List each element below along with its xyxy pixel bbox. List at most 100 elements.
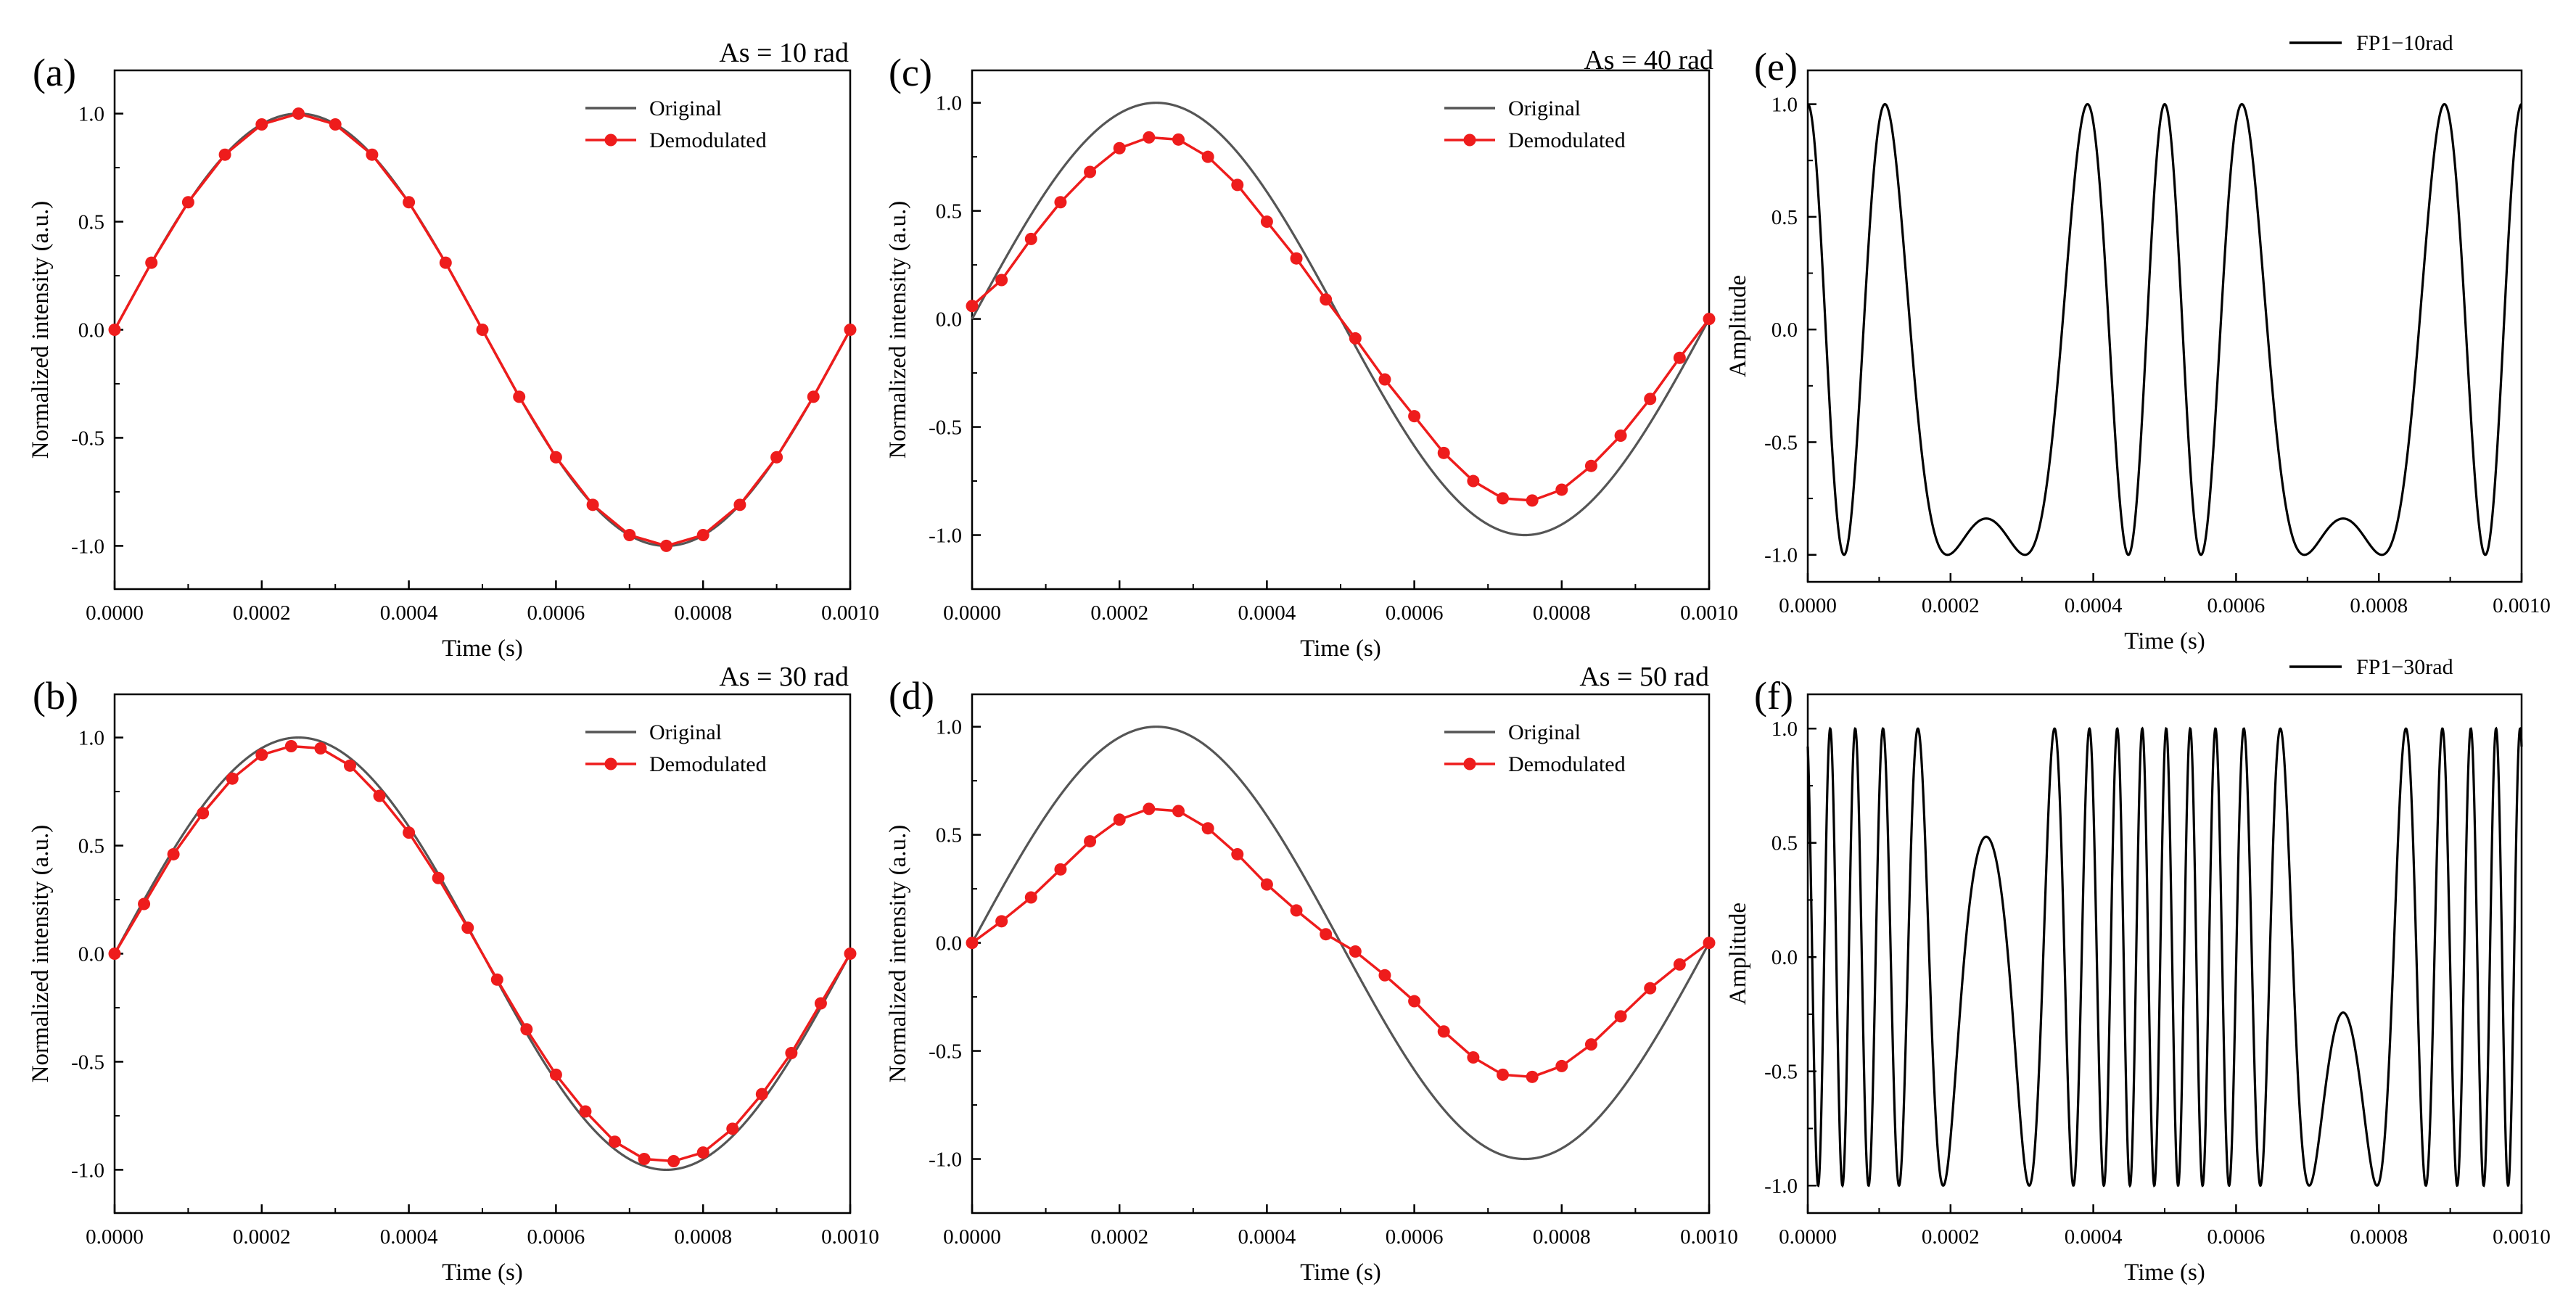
y-tick-label: 0.5 [1771,832,1798,855]
data-point [549,1068,562,1081]
data-point [513,390,526,403]
data-point [1644,982,1657,995]
data-point [197,807,210,820]
data-point [284,740,297,752]
x-tick-label: 0.0006 [2207,1225,2266,1249]
y-tick-label: 0.5 [1771,206,1798,229]
data-point [520,1023,533,1036]
y-tick-label: -1.0 [71,1159,104,1182]
data-point [609,1135,622,1148]
legend-marker [1463,133,1476,147]
x-tick-label: 0.0002 [1922,1225,1980,1249]
panel-c: 0.0000 0.0002 0.0004 0.0006 0.0008 0.0010 -1.0… [885,45,1738,662]
data-point [1349,945,1362,958]
x-tick-label: 0.0010 [2493,594,2551,617]
data-point [696,529,709,542]
data-point [1497,492,1510,505]
y-tick-label: -0.5 [1764,1061,1798,1084]
data-point [1231,178,1244,192]
data-point [476,324,489,336]
data-point [1467,1051,1480,1064]
y-tick-label: 0.0 [936,308,962,332]
data-point [1201,150,1214,163]
data-point [1673,351,1686,364]
data-point [1703,937,1716,950]
x-tick-label: 0.0008 [2350,594,2408,617]
panel-label: (e) [1754,45,1798,89]
data-point [1113,141,1126,155]
legend-entry: Original [649,96,722,120]
data-point [181,196,194,209]
legend-entry: Original [649,720,722,744]
data-point [1290,252,1303,265]
data-point [108,324,121,336]
x-tick-label: 0.0008 [674,1225,732,1249]
data-point [255,748,268,761]
data-point [696,1146,709,1159]
x-tick-label: 0.0008 [1533,1225,1591,1249]
data-point [733,498,746,511]
y-tick-label: 0.0 [1771,946,1798,969]
y-tick-label: -1.0 [929,1148,962,1172]
data-point [1320,293,1333,306]
data-point [1378,969,1391,982]
series-line-fp1-10rad [1807,102,2522,556]
x-axis-label: Time (s) [1300,636,1381,662]
data-point [108,948,121,960]
data-point [995,274,1008,287]
x-axis-label: Time (s) [1300,1259,1381,1286]
data-point [1437,1025,1450,1038]
x-tick-label: 0.0010 [1680,1225,1738,1249]
data-point [586,498,599,511]
data-point [218,148,231,161]
data-point [1231,847,1244,860]
x-tick-label: 0.0006 [1386,601,1444,625]
y-tick-label: -0.5 [929,1040,962,1064]
x-tick-label: 0.0004 [1238,1225,1296,1249]
legend-marker [604,133,617,147]
y-tick-label: -0.5 [71,1051,104,1074]
data-point [807,390,820,403]
data-point [966,300,979,313]
x-tick-label: 0.0008 [1533,601,1591,625]
y-tick-label: 0.5 [78,211,104,234]
y-axis-label: Amplitude [1725,903,1751,1005]
data-point [1320,928,1333,941]
y-tick-label: 1.0 [936,92,962,115]
data-point [1584,459,1597,472]
data-point [1260,878,1273,891]
data-point [1497,1068,1510,1081]
legend-entry: Demodulated [649,128,767,152]
data-point [579,1105,592,1118]
data-point [1084,165,1097,178]
data-point [966,937,979,950]
y-tick-label: -0.5 [1764,431,1798,454]
data-point [1555,1059,1568,1072]
series-line-demodulated [971,807,1711,1079]
x-tick-label: 0.0004 [380,1225,438,1249]
data-point [1172,133,1185,146]
chart-title: As = 50 rad [1579,662,1709,692]
data-point [1054,196,1067,209]
data-point [1378,373,1391,386]
y-axis-label: Normalized intensity (a.u.) [885,201,911,459]
panel-label: (d) [889,674,934,718]
panel-b: 0.0000 0.0002 0.0004 0.0006 0.0008 0.0010 -1.0… [28,662,879,1286]
data-point [1555,483,1568,496]
x-axis-label: Time (s) [442,1259,523,1286]
data-point [638,1153,651,1166]
chart-title: As = 40 rad [1584,45,1713,75]
x-tick-label: 0.0008 [674,601,732,625]
data-point [439,256,452,269]
data-point [1143,802,1156,815]
x-tick-label: 0.0000 [943,601,1001,625]
data-point [770,451,783,464]
y-tick-label: 1.0 [1771,94,1798,117]
data-point [145,256,158,269]
y-tick-label: 0.5 [936,824,962,847]
x-tick-label: 0.0002 [233,601,291,625]
legend-marker [604,757,617,770]
series-line-fp1-30rad [1806,726,2523,1188]
x-axis-label: Time (s) [2124,1259,2205,1286]
